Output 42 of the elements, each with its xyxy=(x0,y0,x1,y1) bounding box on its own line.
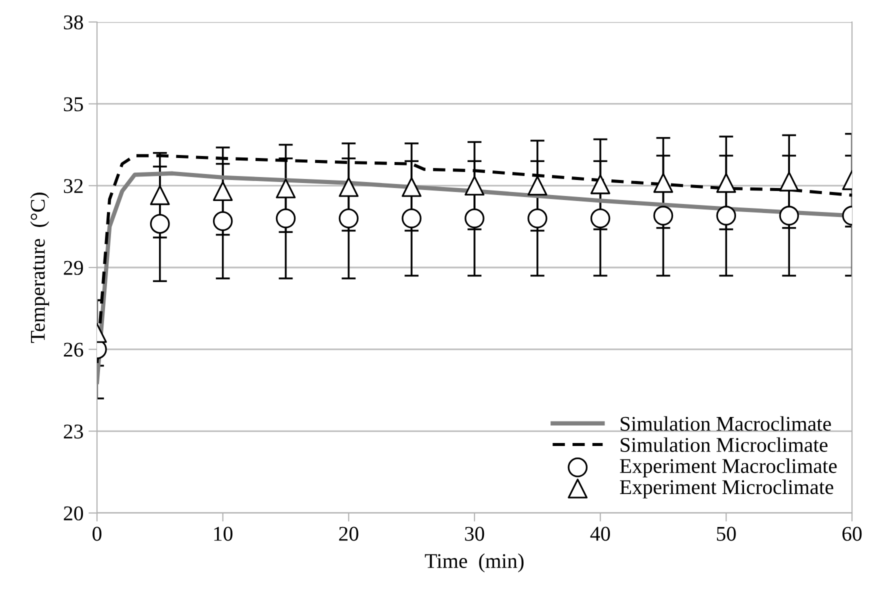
point xyxy=(402,208,422,228)
legend-label: Simulation Microclimate xyxy=(620,437,828,452)
point xyxy=(338,177,359,197)
point xyxy=(150,214,170,234)
point xyxy=(590,174,610,194)
y-tick-label: 29 xyxy=(64,260,83,275)
point xyxy=(590,208,610,228)
point xyxy=(276,178,296,198)
point xyxy=(464,208,484,228)
point xyxy=(653,206,674,226)
legend-label: Experiment Macroclimate xyxy=(620,458,837,478)
point xyxy=(338,208,359,228)
y-tick-label: 26 xyxy=(64,342,84,357)
point xyxy=(150,185,170,206)
x-tick-label: 30 xyxy=(465,526,484,541)
y-tick-label: 38 xyxy=(64,15,84,30)
x-tick-label: 40 xyxy=(590,526,610,541)
x-tick-label: 10 xyxy=(214,526,232,541)
x-tick-label: 20 xyxy=(339,526,358,541)
y-axis-title: Temperature (°C) xyxy=(30,192,50,343)
point xyxy=(653,173,674,193)
point xyxy=(464,176,484,196)
point xyxy=(716,206,736,226)
y-tick-label: 20 xyxy=(64,506,84,520)
point xyxy=(212,211,233,232)
y-tick-label: 35 xyxy=(64,97,83,112)
point xyxy=(212,181,233,202)
point xyxy=(402,177,422,197)
point xyxy=(779,172,799,192)
x-tick-label: 0 xyxy=(92,526,102,541)
point xyxy=(528,176,548,196)
x-tick-label: 50 xyxy=(716,526,736,541)
point xyxy=(276,208,296,228)
x-tick-label: 60 xyxy=(842,526,862,541)
point xyxy=(716,173,736,193)
point xyxy=(779,206,799,226)
x-axis-title: Time (min) xyxy=(424,553,524,572)
y-tick-label: 23 xyxy=(64,424,83,439)
point xyxy=(528,208,548,228)
legend-label: Simulation Macroclimate xyxy=(620,416,831,431)
y-tick-label: 32 xyxy=(64,179,83,194)
legend-label: Experiment Microclimate xyxy=(620,480,834,498)
